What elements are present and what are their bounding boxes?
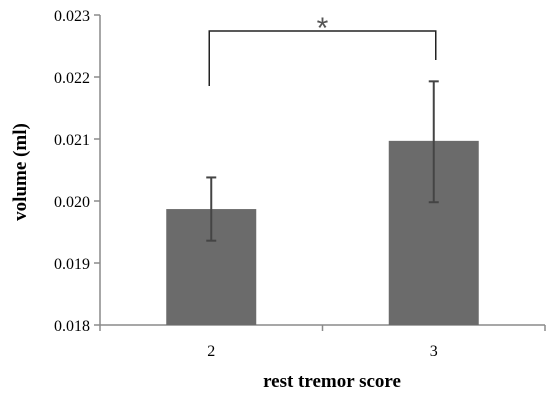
y-tick-label-0: 0.018: [54, 318, 90, 335]
x-axis-title: rest tremor score: [263, 371, 401, 392]
y-tick-label-3: 0.021: [54, 132, 90, 149]
error-bar-3: [428, 80, 439, 204]
y-tick-label-1: 0.019: [54, 256, 90, 273]
y-ticks: 0.018 0.019 0.020 0.021 0.022 0.023: [54, 8, 100, 335]
y-axis-title: volume (ml): [10, 123, 31, 221]
y-tick-label-4: 0.022: [54, 70, 90, 87]
x-tick-label-0: 2: [207, 343, 215, 360]
significance-bracket: *: [208, 12, 437, 86]
significance-star: *: [317, 12, 329, 45]
error-bar-2: [206, 176, 217, 242]
y-tick-label-5: 0.023: [54, 8, 90, 25]
error-bars: [206, 80, 439, 242]
bars: [166, 140, 479, 325]
y-tick-label-2: 0.020: [54, 194, 90, 211]
significance-bracket-line: [208, 30, 437, 86]
x-tick-label-1: 3: [430, 343, 438, 360]
